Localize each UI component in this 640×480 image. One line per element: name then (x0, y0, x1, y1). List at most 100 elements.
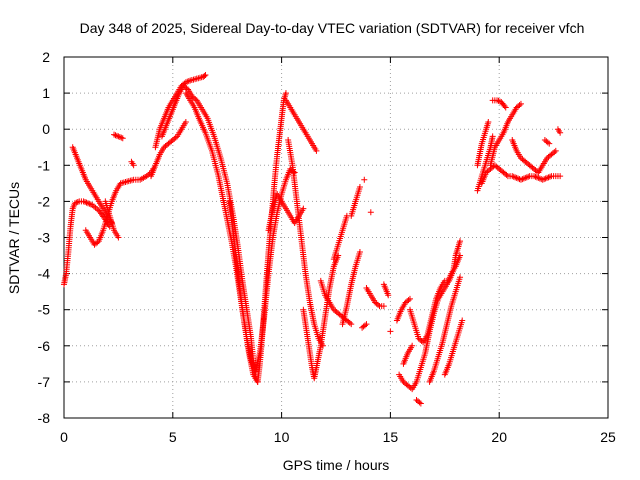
data-point (86, 200, 93, 207)
data-point (535, 174, 542, 181)
y-tick-label: 0 (42, 121, 50, 137)
data-point (405, 297, 412, 304)
data-point (192, 96, 199, 103)
data-point (512, 174, 519, 181)
data-point (525, 173, 532, 180)
data-point (387, 328, 394, 335)
data-point (113, 132, 120, 139)
data-point (118, 134, 125, 141)
data-point (111, 131, 118, 138)
data-point (551, 149, 558, 156)
data-point (119, 135, 126, 142)
data-point (542, 175, 549, 182)
y-tick-labels: -8 -7 -6 -5 -4 -3 -2 -1 0 1 2 (38, 49, 51, 426)
data-point (375, 301, 382, 308)
data-point (362, 322, 369, 329)
axis-ticks (63, 56, 609, 419)
data-point (182, 79, 189, 86)
data-point (523, 174, 530, 181)
data-point (83, 199, 90, 206)
data-point (520, 175, 527, 182)
data-point (503, 171, 510, 178)
data-point (94, 239, 101, 246)
data-point (130, 162, 137, 169)
data-point (517, 100, 524, 107)
data-point (557, 129, 564, 136)
data-point (201, 72, 208, 79)
data-point (380, 303, 387, 310)
data-point (84, 200, 91, 207)
data-point (457, 274, 464, 281)
data-point (545, 174, 552, 181)
data-point (522, 174, 529, 181)
data-point (184, 78, 191, 85)
data-point (501, 103, 508, 110)
data-point (539, 176, 546, 183)
data-point (531, 173, 538, 180)
data-point (172, 134, 179, 141)
data-point (73, 199, 80, 206)
x-tick-label: 0 (60, 429, 68, 445)
x-axis-label: GPS time / hours (283, 457, 390, 473)
data-point (533, 174, 540, 181)
data-point (417, 400, 424, 407)
x-tick-label: 15 (383, 429, 399, 445)
data-point (202, 72, 209, 79)
data-point (183, 85, 190, 92)
data-point (544, 139, 551, 146)
data-point (489, 133, 496, 140)
data-point (361, 176, 368, 183)
data-point (509, 173, 516, 180)
y-tick-label: -8 (38, 410, 51, 426)
data-point (71, 200, 78, 207)
data-point (385, 292, 392, 299)
data-point (112, 132, 119, 139)
x-tick-label: 20 (491, 429, 507, 445)
data-point (552, 147, 559, 154)
data-point (546, 173, 553, 180)
data-point (282, 90, 289, 97)
y-axis-label: SDTVAR / TECUs (6, 182, 22, 294)
x-tick-label: 5 (169, 429, 177, 445)
data-point (74, 199, 81, 206)
data-point (406, 295, 413, 302)
x-tick-labels: 0 5 10 15 20 25 (60, 429, 616, 445)
data-point (510, 173, 517, 180)
data-point (519, 176, 526, 183)
data-point (416, 399, 423, 406)
data-point (533, 168, 540, 175)
y-tick-label: -7 (38, 374, 51, 390)
x-tick-label: 25 (600, 429, 616, 445)
data-point (82, 199, 89, 206)
data-point (363, 321, 370, 328)
data-point (541, 176, 548, 183)
chart-title: Day 348 of 2025, Sidereal Day-to-day VTE… (80, 20, 585, 36)
data-point (494, 97, 501, 104)
y-tick-label: -3 (38, 230, 51, 246)
data-point (116, 134, 123, 141)
data-point (517, 176, 524, 183)
data-point (459, 317, 466, 324)
data-point (546, 140, 553, 147)
data-point (80, 198, 87, 205)
data-point (544, 174, 551, 181)
y-tick-label: -1 (38, 157, 51, 173)
data-points (61, 72, 564, 407)
grid-lines (64, 57, 608, 418)
y-tick-label: -5 (38, 302, 51, 318)
data-point (457, 238, 464, 245)
data-point (516, 102, 523, 109)
y-tick-label: 1 (42, 85, 50, 101)
data-point (313, 147, 320, 154)
data-point (407, 384, 414, 391)
data-point (418, 337, 425, 344)
data-point (356, 183, 363, 190)
data-point (182, 118, 189, 125)
data-point (87, 201, 94, 208)
y-tick-label: -4 (38, 266, 51, 282)
data-point (515, 175, 522, 182)
data-point (409, 342, 416, 349)
data-point (485, 118, 492, 125)
data-point (356, 248, 363, 255)
data-point (457, 252, 464, 259)
